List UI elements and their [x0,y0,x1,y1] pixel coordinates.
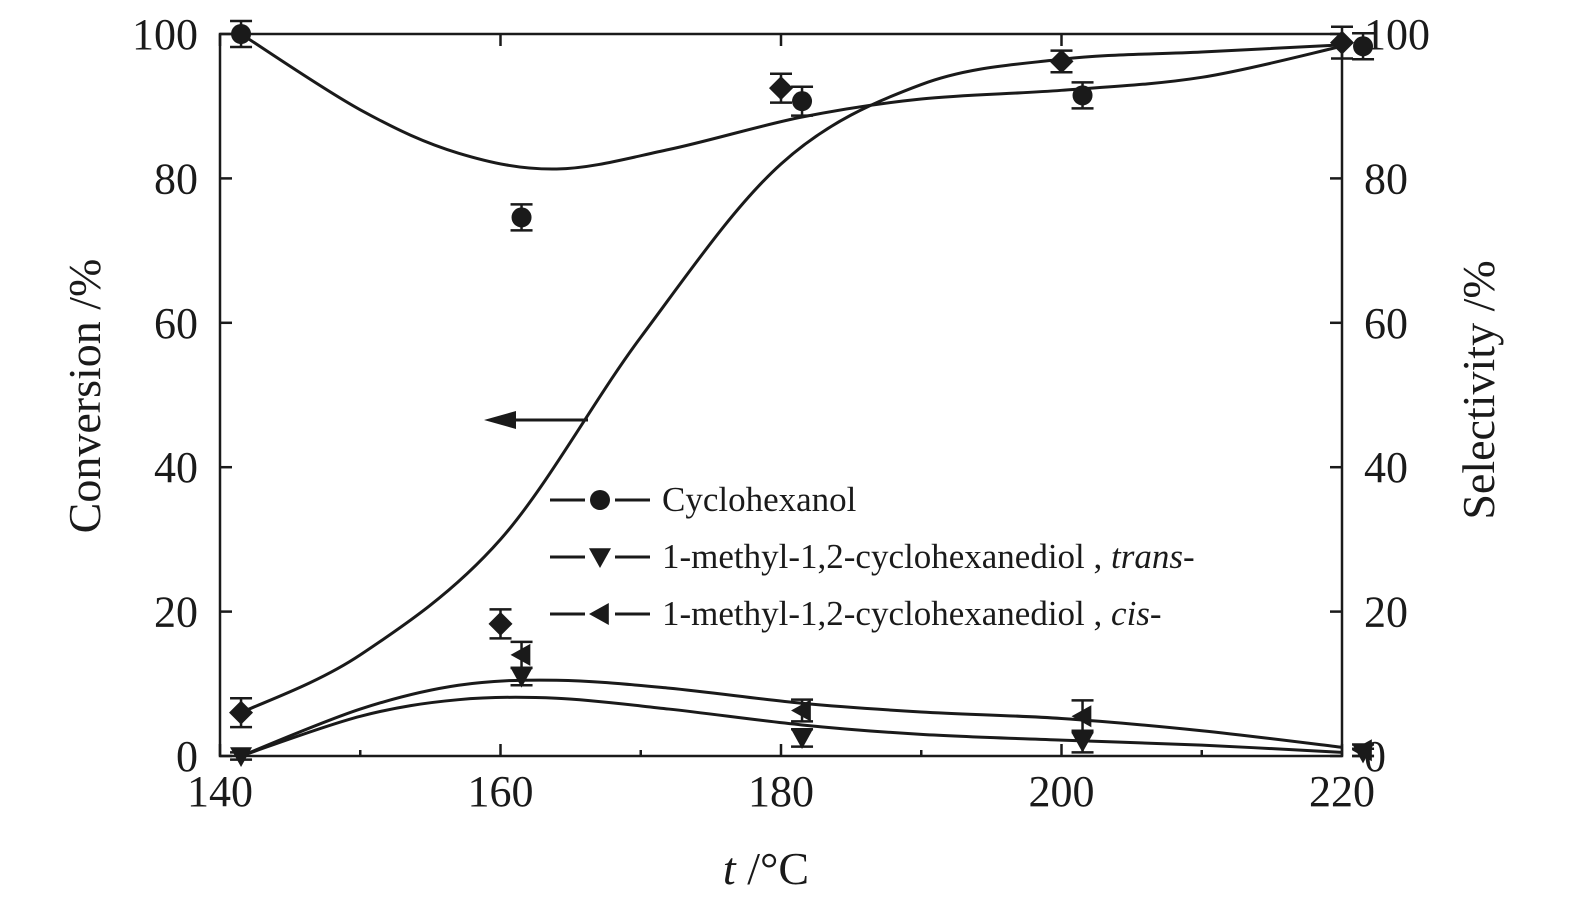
y-tick-label-left: 100 [132,10,198,59]
diamond-marker [769,76,793,101]
diamond-marker [488,611,513,636]
y-tick-label-right: 40 [1364,443,1408,492]
y-tick-label-left: 40 [154,443,198,492]
legend-label: 1-methyl-1,2-cyclohexanediol , trans- [662,537,1195,576]
fit-curves [240,32,1343,758]
fit-curve-triangle-down [240,695,1343,758]
x-axis-title: t /°C [723,843,809,894]
data-point [488,608,513,640]
legend: Cyclohexanol 1-methyl-1,2-cyclohexanediol… [550,480,1195,633]
triangle-left-marker [1071,705,1092,728]
triangle-down-marker [791,729,814,749]
diamond-marker [1049,49,1074,74]
y-tick-label-left: 20 [154,588,198,637]
triangle-left-marker [791,699,811,722]
y-axis-title-right: Selectivity /% [1453,260,1504,519]
data-point [230,19,253,49]
data-point [1352,739,1375,762]
data-point [1071,699,1094,734]
triangle-left-marker [1352,739,1372,762]
y-tick-label-right: 20 [1364,588,1408,637]
data-point [791,85,814,117]
left-axis-arrow [484,411,588,429]
data-point [510,666,533,688]
fit-curve-triangle-left [240,678,1343,758]
y-tick-label-left: 0 [176,732,198,781]
triangle-left-marker [510,643,531,666]
diamond-marker [1330,30,1354,55]
data-point [510,640,533,670]
y-tick-label-right: 0 [1364,732,1386,781]
x-tick-label: 200 [1029,767,1095,816]
legend-entry: 1-methyl-1,2-cyclohexanediol , cis- [550,594,1162,633]
legend-circle-marker [590,490,610,510]
data-point [510,203,533,232]
data-point [1352,32,1375,61]
circle-marker [511,207,532,228]
circle-marker [1353,36,1374,57]
y-tick-label-right: 80 [1364,154,1408,203]
x-tick-label: 180 [748,767,814,816]
triangle-down-marker [1071,732,1094,753]
data-point [769,72,793,104]
legend-label: 1-methyl-1,2-cyclohexanediol , cis- [662,594,1162,633]
x-tick-label: 140 [187,767,253,816]
fit-curve-circle [240,32,1343,171]
legend-entry: 1-methyl-1,2-cyclohexanediol , trans- [550,537,1195,576]
y-tick-label-right: 100 [1364,10,1430,59]
fit-curve-diamond [240,43,1343,715]
legend-triangle-down-marker [589,548,611,568]
data-point [1071,81,1094,110]
x-tick-label: 160 [468,767,534,816]
triangle-down-marker [510,667,533,688]
diamond-marker [229,700,254,725]
y-tick-label-left: 60 [154,299,198,348]
tick-marks [218,32,1344,758]
data-point [1330,25,1354,60]
data-point [791,698,814,723]
data-point [229,696,254,729]
circle-marker [1072,85,1093,106]
y-tick-label-right: 60 [1364,299,1408,348]
legend-entry: Cyclohexanol [550,480,857,519]
data-points [229,19,1375,767]
data-point [1049,49,1074,74]
legend-triangle-left-marker [589,603,609,625]
y-tick-label-left: 80 [154,154,198,203]
circle-marker [792,91,813,112]
data-point [230,747,253,767]
triangle-down-marker [230,747,253,767]
x-tick-label: 220 [1309,767,1375,816]
legend-label: Cyclohexanol [662,480,857,519]
plot-frame [218,32,1344,758]
data-point [791,728,814,749]
circle-marker [231,24,252,44]
y-axis-title-left: Conversion /% [59,259,110,534]
